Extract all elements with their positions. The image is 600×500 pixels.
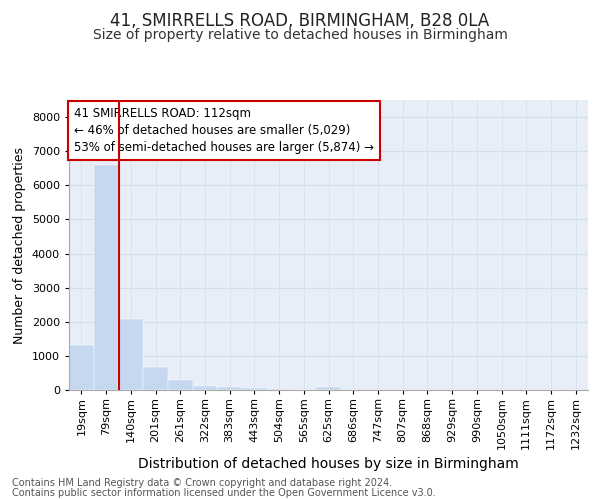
Bar: [193, 386, 217, 390]
Bar: [94, 165, 118, 390]
X-axis label: Distribution of detached houses by size in Birmingham: Distribution of detached houses by size …: [138, 458, 519, 471]
Text: Contains public sector information licensed under the Open Government Licence v3: Contains public sector information licen…: [12, 488, 436, 498]
Text: 41 SMIRRELLS ROAD: 112sqm
← 46% of detached houses are smaller (5,029)
53% of se: 41 SMIRRELLS ROAD: 112sqm ← 46% of detac…: [74, 108, 374, 154]
Text: Size of property relative to detached houses in Birmingham: Size of property relative to detached ho…: [92, 28, 508, 42]
Bar: [242, 388, 267, 390]
Bar: [316, 388, 341, 390]
Bar: [69, 346, 94, 390]
Text: Contains HM Land Registry data © Crown copyright and database right 2024.: Contains HM Land Registry data © Crown c…: [12, 478, 392, 488]
Text: 41, SMIRRELLS ROAD, BIRMINGHAM, B28 0LA: 41, SMIRRELLS ROAD, BIRMINGHAM, B28 0LA: [110, 12, 490, 30]
Bar: [143, 367, 168, 390]
Y-axis label: Number of detached properties: Number of detached properties: [13, 146, 26, 344]
Bar: [168, 380, 193, 390]
Bar: [217, 388, 242, 390]
Bar: [267, 389, 292, 390]
Bar: [118, 319, 143, 390]
